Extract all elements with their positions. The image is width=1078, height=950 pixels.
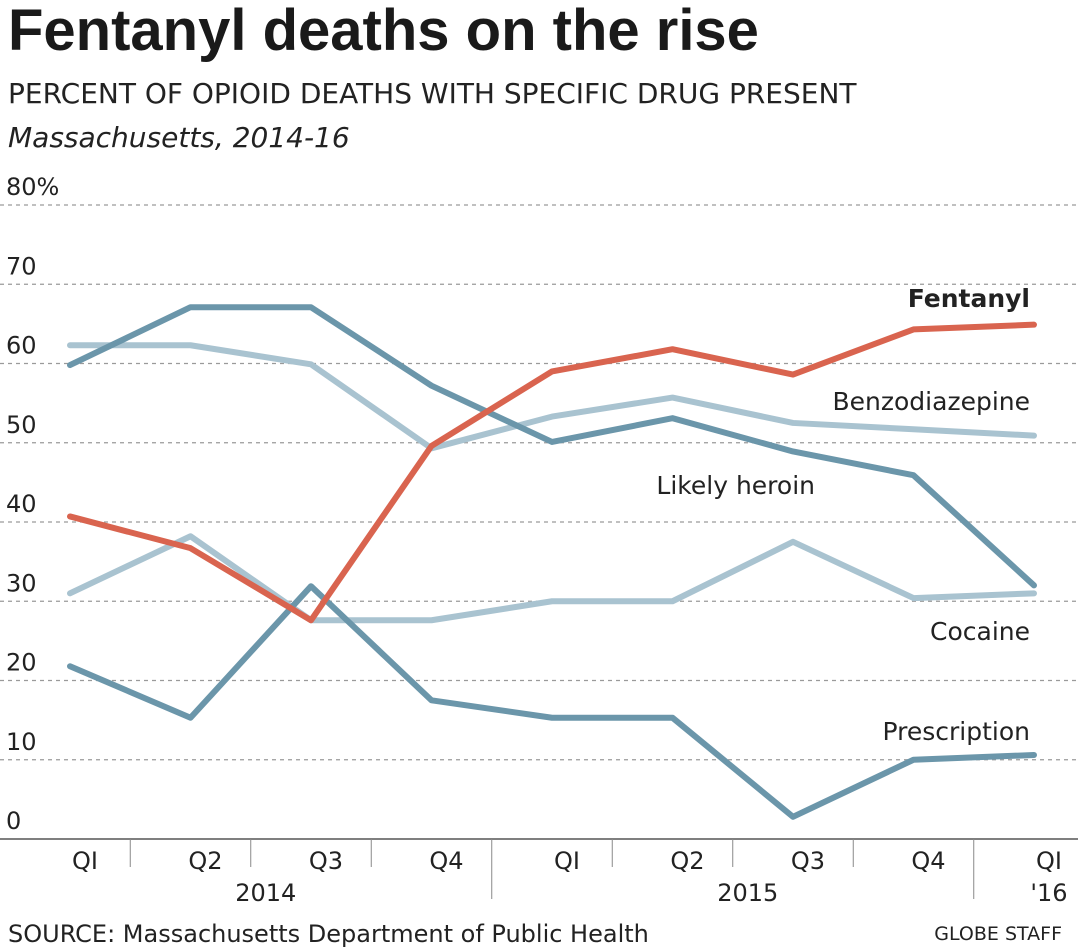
y-tick-label: 70 <box>6 252 37 280</box>
x-tick-label: Q4 <box>429 847 463 875</box>
series-line-prescription <box>67 583 1037 820</box>
series-line-cocaine <box>67 533 1037 624</box>
y-tick-label: 20 <box>6 649 37 677</box>
series-line-fentanyl <box>67 321 1037 624</box>
series-lines <box>67 304 1037 820</box>
series-labels: Fentanyl Benzodiazepine Likely heroin Cocai… <box>656 284 1030 746</box>
credit-note: GLOBE STAFF <box>934 923 1062 945</box>
y-tick-label: 60 <box>6 332 37 360</box>
y-tick-label: 0 <box>6 807 21 835</box>
series-label-cocaine: Cocaine <box>930 617 1030 646</box>
y-tick-label: 50 <box>6 411 37 439</box>
x-axis: QI Q2 Q3 Q4 QI Q2 Q3 Q4 QI 2014 2015 '16 <box>72 839 1068 907</box>
series-label-benzodiazepine: Benzodiazepine <box>833 387 1030 416</box>
x-tick-label: QI <box>72 847 98 875</box>
year-label: '16 <box>1030 879 1067 907</box>
y-tick-label: 10 <box>6 728 37 756</box>
year-label: 2015 <box>717 879 778 907</box>
series-label-fentanyl: Fentanyl <box>908 284 1030 313</box>
x-tick-label: Q2 <box>670 847 704 875</box>
series-line-benzodiazepine <box>67 342 1037 452</box>
x-tick-label: QI <box>1036 847 1062 875</box>
y-axis: 0 10 20 30 40 50 60 70 80% <box>6 173 59 835</box>
year-label: 2014 <box>235 879 296 907</box>
x-tick-label: Q2 <box>188 847 222 875</box>
series-label-prescription: Prescription <box>883 717 1031 746</box>
chart-title: Fentanyl deaths on the rise <box>8 0 759 63</box>
y-tick-label: 30 <box>6 569 37 597</box>
x-tick-label: Q4 <box>911 847 945 875</box>
chart-subtitle-region: Massachusetts, 2014-16 <box>8 121 350 154</box>
y-tick-label: 40 <box>6 490 37 518</box>
series-line-likely-heroin <box>67 304 1037 589</box>
chart-subtitle: PERCENT OF OPIOID DEATHS WITH SPECIFIC D… <box>8 77 857 110</box>
source-note: SOURCE: Massachusetts Department of Publ… <box>8 920 649 948</box>
x-tick-label: Q3 <box>309 847 343 875</box>
grid <box>0 204 1078 840</box>
x-tick-label: QI <box>554 847 580 875</box>
series-label-likely-heroin: Likely heroin <box>656 471 815 500</box>
x-tick-label: Q3 <box>791 847 825 875</box>
y-tick-label: 80% <box>6 173 59 201</box>
